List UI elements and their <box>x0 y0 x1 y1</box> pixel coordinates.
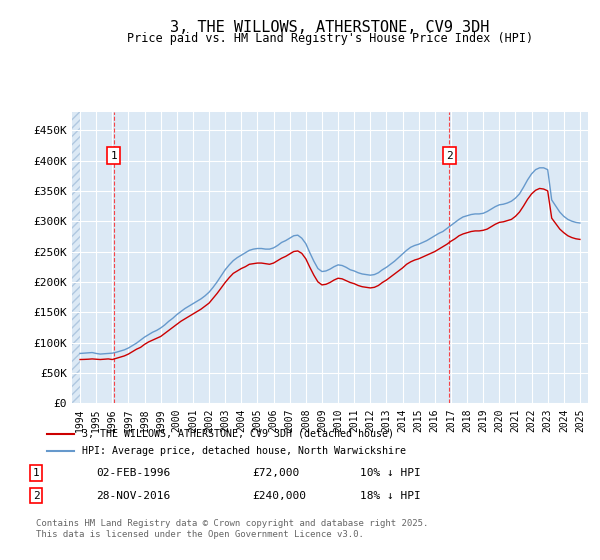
Text: 3, THE WILLOWS, ATHERSTONE, CV9 3DH (detached house): 3, THE WILLOWS, ATHERSTONE, CV9 3DH (det… <box>82 429 394 439</box>
Text: Price paid vs. HM Land Registry's House Price Index (HPI): Price paid vs. HM Land Registry's House … <box>127 32 533 45</box>
Text: £240,000: £240,000 <box>252 491 306 501</box>
Text: £72,000: £72,000 <box>252 468 299 478</box>
Text: 10% ↓ HPI: 10% ↓ HPI <box>360 468 421 478</box>
Text: 28-NOV-2016: 28-NOV-2016 <box>96 491 170 501</box>
Text: 02-FEB-1996: 02-FEB-1996 <box>96 468 170 478</box>
Text: Contains HM Land Registry data © Crown copyright and database right 2025.
This d: Contains HM Land Registry data © Crown c… <box>36 520 428 539</box>
Text: 2: 2 <box>32 491 40 501</box>
Text: 3, THE WILLOWS, ATHERSTONE, CV9 3DH: 3, THE WILLOWS, ATHERSTONE, CV9 3DH <box>170 20 490 35</box>
Text: 18% ↓ HPI: 18% ↓ HPI <box>360 491 421 501</box>
Text: HPI: Average price, detached house, North Warwickshire: HPI: Average price, detached house, Nort… <box>82 446 406 456</box>
Text: 2: 2 <box>446 151 453 161</box>
Text: 1: 1 <box>110 151 117 161</box>
Text: 1: 1 <box>32 468 40 478</box>
Bar <box>72 112 80 403</box>
